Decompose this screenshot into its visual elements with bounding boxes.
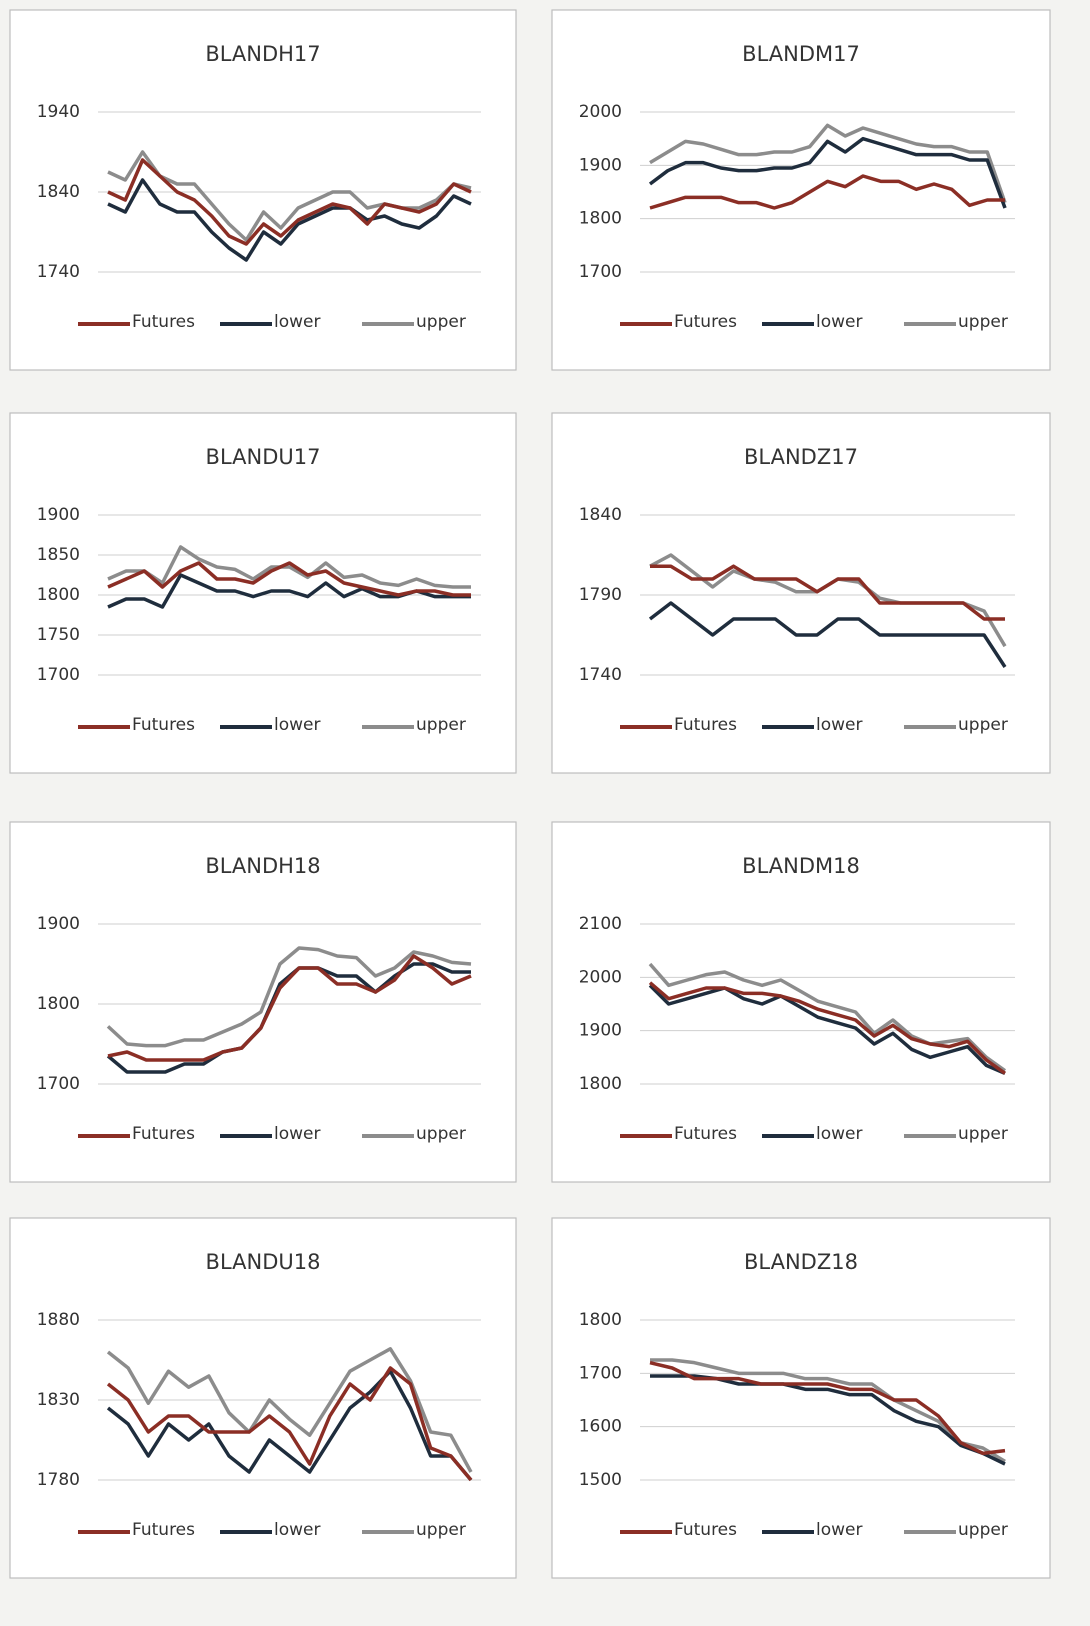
chart-title: BLANDZ17	[744, 445, 858, 469]
chart-title: BLANDH17	[205, 42, 320, 66]
y-tick-label: 1830	[37, 1390, 80, 1410]
legend-label: upper	[958, 715, 1008, 735]
y-tick-label: 1900	[579, 1021, 622, 1041]
y-tick-label: 1900	[37, 914, 80, 934]
chart-panel	[9, 821, 517, 1183]
series-line	[106, 1366, 473, 1482]
y-tick-label: 1800	[579, 209, 622, 229]
series-line	[107, 561, 471, 597]
series-line	[650, 1358, 1006, 1463]
series-line	[106, 1369, 473, 1482]
series-line	[107, 178, 472, 262]
series-line	[648, 984, 1006, 1075]
y-tick-label: 1850	[37, 545, 80, 565]
y-tick-label: 1940	[37, 102, 80, 122]
legend-label: lower	[274, 1520, 320, 1540]
legend-label: Futures	[132, 715, 195, 735]
y-tick-label: 1800	[579, 1310, 622, 1330]
y-tick-label: 1800	[37, 585, 80, 605]
y-tick-label: 2000	[579, 102, 622, 122]
chart-title: BLANDM17	[742, 42, 860, 66]
y-tick-label: 1880	[37, 1310, 80, 1330]
y-tick-label: 1700	[37, 665, 80, 685]
series-line	[648, 981, 1007, 1075]
chart-panel	[9, 9, 517, 371]
legend-label: upper	[416, 1124, 466, 1144]
chart-title: BLANDH18	[205, 854, 320, 878]
y-tick-label: 1750	[37, 625, 80, 645]
legend-label: Futures	[674, 1520, 737, 1540]
y-tick-label: 1840	[579, 505, 622, 525]
y-tick-label: 1840	[37, 182, 80, 202]
y-tick-label: 1800	[579, 1074, 622, 1094]
y-tick-label: 1780	[37, 1470, 80, 1490]
legend-label: Futures	[674, 715, 737, 735]
y-tick-label: 1900	[579, 155, 622, 175]
y-tick-label: 2100	[579, 914, 622, 934]
y-tick-label: 1740	[37, 262, 80, 282]
series-line	[107, 150, 472, 242]
chart-title: BLANDZ18	[744, 1250, 858, 1274]
legend-label: upper	[416, 312, 466, 332]
legend-label: lower	[274, 312, 320, 332]
series-line	[648, 962, 1007, 1073]
series-line	[648, 136, 1007, 209]
legend-label: lower	[274, 715, 320, 735]
chart-panel	[551, 9, 1051, 371]
chart-title: BLANDU17	[206, 445, 321, 469]
chart-panel	[551, 1217, 1051, 1579]
series-line	[107, 545, 471, 589]
legend-label: Futures	[674, 312, 737, 332]
y-tick-label: 1700	[37, 1074, 80, 1094]
series-line	[649, 174, 1005, 210]
series-line	[106, 946, 472, 1048]
legend-label: Futures	[132, 1520, 195, 1540]
legend-label: lower	[816, 715, 862, 735]
series-line	[649, 1360, 1006, 1456]
legend-label: upper	[958, 1124, 1008, 1144]
legend-label: Futures	[674, 1124, 737, 1144]
chart-panel	[9, 1217, 517, 1579]
chart-title: BLANDM18	[742, 854, 860, 878]
series-line	[107, 158, 472, 246]
y-tick-label: 1700	[579, 262, 622, 282]
series-line	[106, 1347, 473, 1473]
series-line	[648, 601, 1007, 668]
legend-label: upper	[416, 1520, 466, 1540]
series-line	[649, 123, 1007, 204]
y-tick-label: 1740	[579, 665, 622, 685]
legend-label: upper	[416, 715, 466, 735]
y-tick-label: 2000	[579, 967, 622, 987]
series-line	[107, 954, 472, 1062]
series-line	[650, 564, 1005, 621]
legend-label: lower	[816, 1124, 862, 1144]
legend-label: Futures	[132, 312, 195, 332]
legend-label: upper	[958, 1520, 1008, 1540]
y-tick-label: 1790	[579, 585, 622, 605]
legend-label: upper	[958, 312, 1008, 332]
legend-label: lower	[274, 1124, 320, 1144]
y-tick-label: 1800	[37, 994, 80, 1014]
legend-label: lower	[816, 312, 862, 332]
legend-label: lower	[816, 1520, 862, 1540]
y-tick-label: 1700	[579, 1363, 622, 1383]
y-tick-label: 1500	[579, 1470, 622, 1490]
y-tick-label: 1900	[37, 505, 80, 525]
chart-title: BLANDU18	[206, 1250, 321, 1274]
y-tick-label: 1600	[579, 1417, 622, 1437]
legend-label: Futures	[132, 1124, 195, 1144]
